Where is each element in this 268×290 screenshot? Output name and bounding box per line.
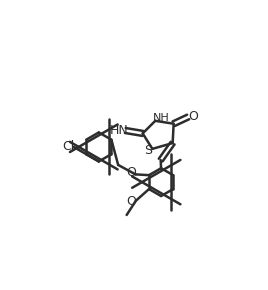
- Text: O: O: [126, 166, 136, 179]
- Text: O: O: [188, 110, 198, 123]
- Text: O: O: [126, 195, 136, 208]
- Text: HN: HN: [110, 124, 128, 137]
- Text: S: S: [144, 144, 152, 157]
- Text: NH: NH: [153, 113, 169, 123]
- Text: Cl: Cl: [62, 140, 74, 153]
